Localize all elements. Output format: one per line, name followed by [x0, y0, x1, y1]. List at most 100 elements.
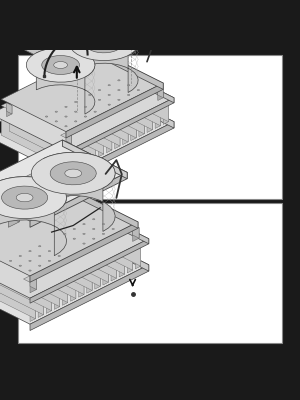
Polygon shape: [98, 57, 104, 68]
Polygon shape: [26, 48, 95, 82]
Polygon shape: [60, 186, 81, 201]
Polygon shape: [62, 189, 69, 203]
Polygon shape: [82, 76, 152, 130]
Polygon shape: [44, 152, 115, 232]
Polygon shape: [68, 161, 89, 175]
Polygon shape: [0, 233, 84, 276]
Polygon shape: [89, 172, 111, 186]
Polygon shape: [77, 22, 96, 34]
Ellipse shape: [88, 94, 91, 96]
Polygon shape: [126, 224, 139, 231]
Polygon shape: [31, 152, 115, 194]
Ellipse shape: [108, 94, 110, 96]
Ellipse shape: [102, 233, 105, 234]
Polygon shape: [7, 106, 12, 117]
Polygon shape: [158, 89, 163, 100]
Polygon shape: [98, 60, 174, 103]
Polygon shape: [62, 140, 127, 179]
Polygon shape: [30, 217, 116, 260]
Polygon shape: [44, 178, 81, 197]
Polygon shape: [38, 176, 60, 190]
Polygon shape: [9, 112, 80, 166]
Polygon shape: [62, 184, 138, 228]
Polygon shape: [30, 172, 127, 227]
Polygon shape: [0, 190, 19, 217]
Polygon shape: [85, 72, 160, 110]
Polygon shape: [63, 15, 96, 31]
Polygon shape: [6, 229, 92, 272]
Polygon shape: [30, 276, 37, 290]
Ellipse shape: [38, 265, 41, 266]
Polygon shape: [55, 28, 69, 38]
Polygon shape: [128, 11, 142, 21]
Polygon shape: [34, 100, 104, 154]
Polygon shape: [0, 249, 52, 311]
Polygon shape: [80, 26, 138, 92]
Polygon shape: [0, 140, 127, 221]
Polygon shape: [12, 0, 152, 64]
Polygon shape: [14, 193, 52, 212]
Polygon shape: [36, 48, 95, 114]
Polygon shape: [0, 60, 174, 152]
Polygon shape: [66, 98, 174, 157]
Polygon shape: [56, 189, 69, 196]
Polygon shape: [65, 178, 81, 190]
Polygon shape: [50, 57, 61, 73]
Ellipse shape: [92, 228, 95, 230]
Polygon shape: [19, 225, 100, 286]
Ellipse shape: [83, 243, 85, 244]
Bar: [18, 54, 282, 198]
Polygon shape: [123, 123, 128, 145]
Polygon shape: [8, 211, 19, 227]
Ellipse shape: [55, 121, 58, 122]
Polygon shape: [97, 40, 111, 47]
Polygon shape: [0, 237, 76, 280]
Polygon shape: [30, 265, 149, 330]
Polygon shape: [98, 84, 174, 128]
Polygon shape: [46, 290, 52, 314]
Polygon shape: [93, 57, 104, 62]
Polygon shape: [82, 24, 115, 40]
Polygon shape: [22, 168, 60, 186]
Polygon shape: [163, 103, 169, 124]
Polygon shape: [66, 83, 163, 138]
Polygon shape: [123, 18, 142, 30]
Polygon shape: [87, 270, 92, 293]
Polygon shape: [82, 143, 88, 165]
Polygon shape: [8, 191, 30, 205]
Polygon shape: [14, 182, 30, 194]
Polygon shape: [22, 221, 108, 264]
Polygon shape: [139, 115, 144, 136]
Polygon shape: [30, 202, 52, 216]
Ellipse shape: [9, 260, 12, 262]
Polygon shape: [98, 68, 169, 122]
Polygon shape: [36, 96, 112, 134]
Polygon shape: [111, 257, 116, 281]
Polygon shape: [0, 84, 174, 176]
Ellipse shape: [94, 111, 96, 112]
Polygon shape: [61, 84, 136, 122]
Polygon shape: [152, 87, 163, 92]
Polygon shape: [96, 31, 115, 44]
Polygon shape: [95, 164, 111, 175]
Ellipse shape: [45, 116, 48, 117]
Ellipse shape: [29, 250, 31, 252]
Polygon shape: [44, 168, 60, 179]
Ellipse shape: [83, 224, 85, 225]
Polygon shape: [115, 0, 158, 19]
Polygon shape: [30, 222, 138, 282]
Polygon shape: [66, 122, 174, 182]
Polygon shape: [46, 209, 133, 252]
Polygon shape: [2, 186, 48, 209]
Polygon shape: [54, 286, 60, 309]
Polygon shape: [54, 62, 68, 68]
Polygon shape: [1, 116, 71, 170]
Polygon shape: [93, 68, 169, 106]
Ellipse shape: [74, 111, 77, 112]
Polygon shape: [106, 131, 112, 153]
Ellipse shape: [65, 106, 67, 108]
Polygon shape: [66, 152, 71, 173]
Polygon shape: [90, 72, 160, 126]
Ellipse shape: [55, 111, 58, 112]
Ellipse shape: [102, 224, 105, 225]
